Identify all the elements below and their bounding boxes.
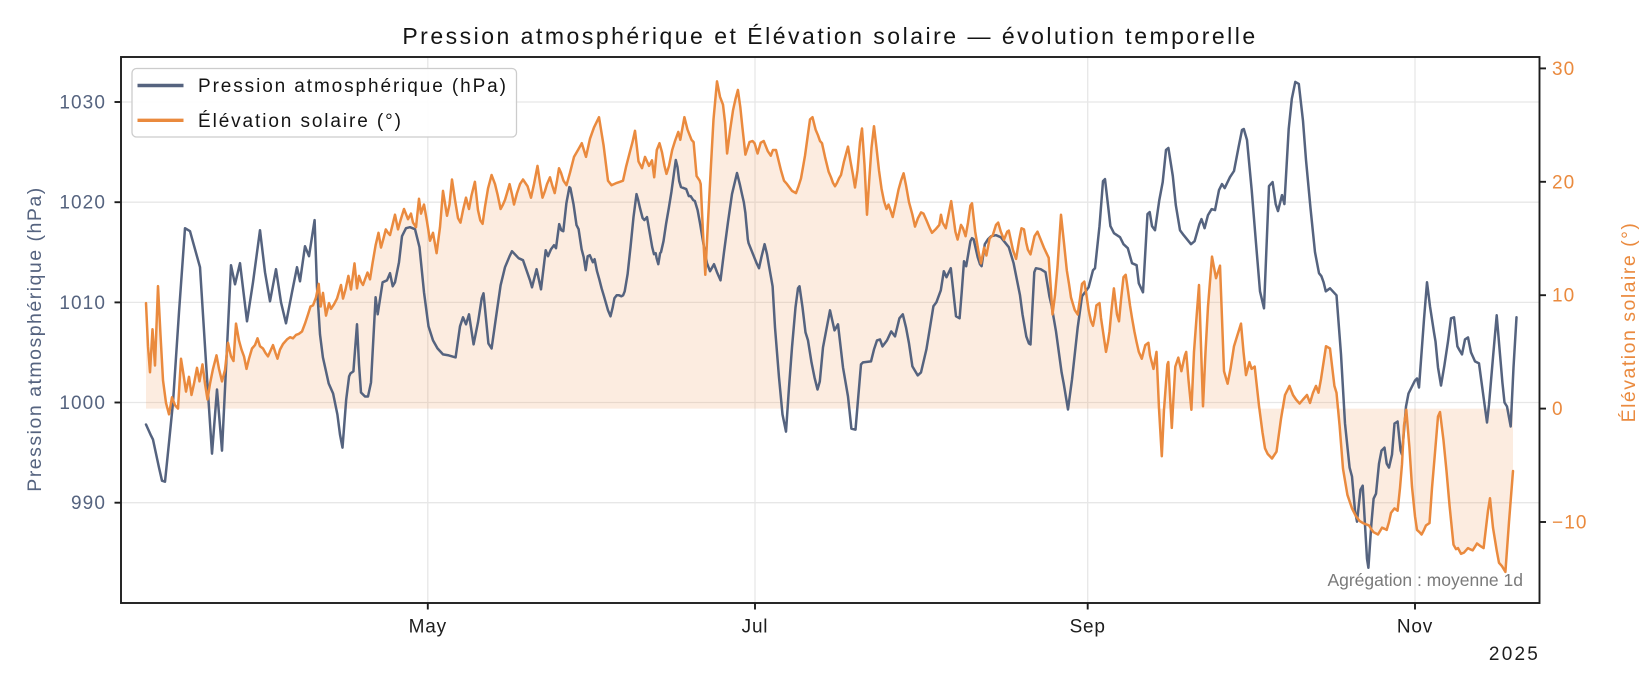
svg-text:May: May: [409, 617, 447, 638]
svg-text:Élévation solaire (°): Élévation solaire (°): [198, 111, 403, 132]
svg-text:Pression atmosphérique (hPa): Pression atmosphérique (hPa): [198, 76, 508, 97]
svg-text:0: 0: [1552, 399, 1564, 420]
svg-text:Élévation solaire (°): Élévation solaire (°): [1617, 222, 1640, 423]
svg-text:20: 20: [1552, 172, 1575, 193]
svg-text:1000: 1000: [59, 393, 106, 414]
svg-text:Jul: Jul: [742, 617, 769, 638]
svg-text:Nov: Nov: [1397, 617, 1433, 638]
svg-text:1020: 1020: [59, 193, 106, 214]
svg-text:−10: −10: [1552, 513, 1588, 534]
svg-text:Pression atmosphérique (hPa): Pression atmosphérique (hPa): [24, 186, 46, 491]
svg-text:Sep: Sep: [1070, 617, 1106, 638]
svg-text:Agrégation : moyenne 1d: Agrégation : moyenne 1d: [1327, 570, 1523, 590]
svg-text:Pression atmosphérique et Élév: Pression atmosphérique et Élévation sola…: [402, 23, 1257, 49]
svg-text:990: 990: [71, 493, 106, 514]
svg-text:2025: 2025: [1489, 644, 1540, 665]
svg-text:10: 10: [1552, 286, 1575, 307]
svg-text:30: 30: [1552, 59, 1575, 80]
svg-text:1010: 1010: [59, 293, 106, 314]
svg-text:1030: 1030: [59, 93, 106, 114]
